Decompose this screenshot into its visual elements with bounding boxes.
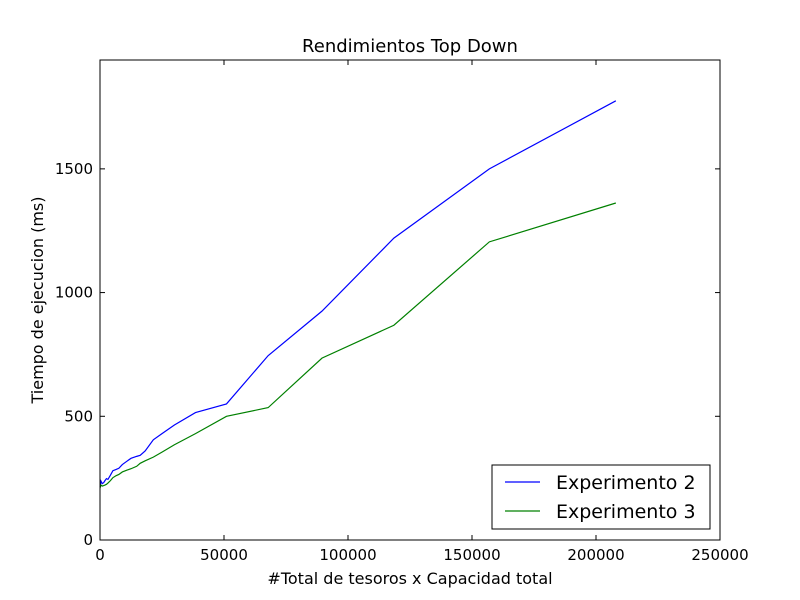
series-layer — [99, 100, 617, 489]
x-axis: 0 50000 100000 150000 200000 250000 — [95, 60, 749, 564]
plot-frame — [99, 59, 721, 541]
y-tick-label: 0 — [83, 531, 93, 549]
x-tick-label: 250000 — [691, 546, 748, 564]
y-tick-label: 1500 — [55, 160, 93, 178]
x-tick-label: 50000 — [200, 546, 248, 564]
y-axis: 0 500 1000 1500 — [55, 160, 720, 549]
y-axis-label: Tiempo de ejecucion (ms) — [28, 196, 47, 404]
x-axis-label: #Total de tesoros x Capacidad total — [267, 569, 552, 588]
x-tick-label: 150000 — [443, 546, 500, 564]
x-tick-label: 100000 — [319, 546, 376, 564]
legend-label-2: Experimento 3 — [556, 501, 696, 523]
y-tick-label: 1000 — [55, 284, 93, 302]
series-line-2 — [99, 202, 617, 489]
series-line-1 — [99, 100, 617, 487]
plot-background — [100, 60, 720, 540]
y-tick-label: 500 — [64, 407, 93, 425]
legend-label-1: Experimento 2 — [556, 472, 696, 494]
x-tick-label: 0 — [95, 546, 105, 564]
legend-box — [491, 464, 711, 530]
chart-title: Rendimientos Top Down — [302, 36, 518, 57]
x-tick-label: 200000 — [567, 546, 624, 564]
legend: Experimento 2 Experimento 3 — [491, 464, 711, 530]
